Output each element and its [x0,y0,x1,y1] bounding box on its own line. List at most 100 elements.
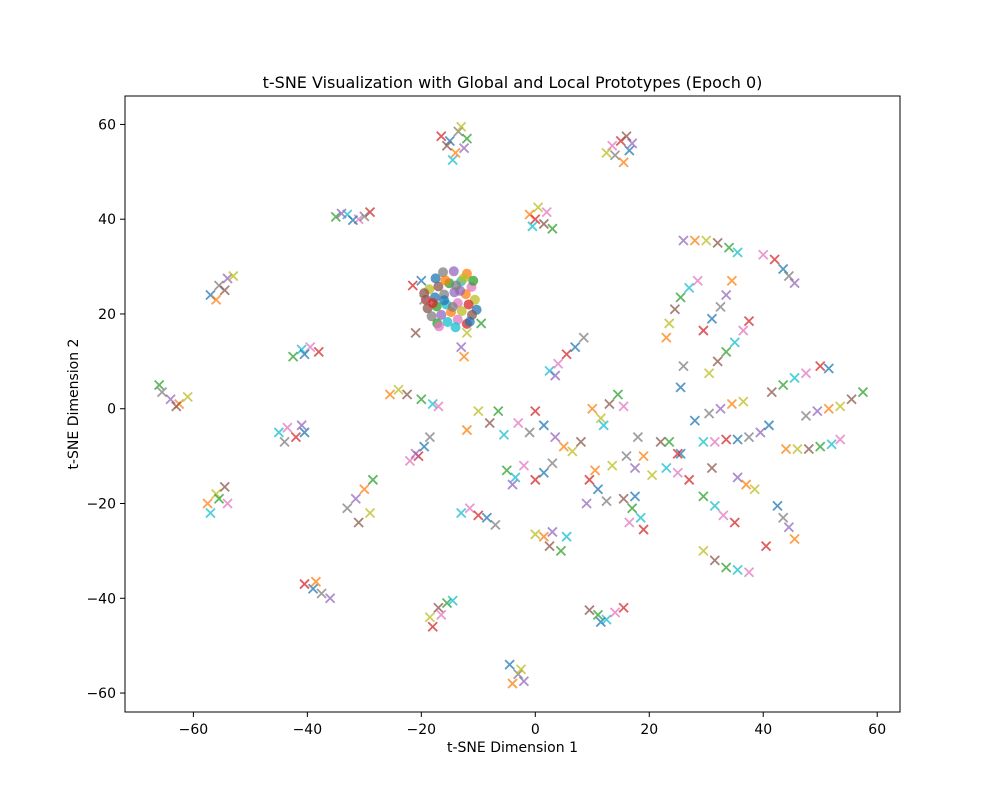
scatter-point-cross [581,498,592,509]
scatter-point-cross [501,465,512,476]
scatter-point-cross [601,496,612,507]
scatter-point-cross [353,517,364,528]
scatter-point-cross [538,420,549,431]
scatter-point-cross [410,448,421,459]
scatter-point-cross [367,474,379,485]
scatter-point-cross [709,555,720,566]
scatter-point-cross [661,332,672,343]
scatter-point-cross [812,405,823,417]
scatter-point-circle [452,314,463,325]
scatter-point-cross [507,678,518,689]
scatter-point-cross [758,249,769,260]
scatter-point-cross [530,405,541,417]
scatter-point-cross [598,420,609,431]
scatter-point-cross [778,263,789,275]
scatter-point-cross [473,510,484,521]
scatter-point-cross [290,432,302,443]
scatter-point-cross [618,401,629,412]
scatter-point-cross [404,455,416,466]
x-tick-label: −60 [179,722,209,738]
scatter-point-cross [783,270,795,282]
scatter-point-cross [709,436,720,448]
scatter-point-cross [384,389,396,400]
scatter-point-cross [538,467,549,478]
scatter-point-cross [447,154,458,166]
scatter-point-cross [638,450,649,462]
scatter-point-circle [456,306,467,317]
scatter-point-circle [464,316,475,327]
scatter-point-cross [627,138,638,149]
scatter-point-cross [447,595,458,606]
scatter-point-cross [635,512,646,523]
scatter-point-cross [461,133,473,144]
scatter-point-cross [299,349,310,360]
scatter-point-cross [618,157,629,168]
scatter-point-cross [729,337,740,348]
scatter-point-cross [347,215,359,226]
scatter-point-cross [629,462,641,474]
scatter-point-cross [587,403,598,414]
scatter-point-circle [442,317,453,327]
scatter-point-cross [393,384,404,395]
scatter-point-cross [726,398,738,410]
scatter-point-cross [544,541,555,552]
scatter-point-cross [601,147,612,158]
scatter-point-cross [738,325,749,336]
scatter-point-cross [211,294,222,305]
scatter-point-cross [518,676,530,687]
scatter-point-cross [675,448,686,459]
scatter-point-circle [434,321,444,332]
scatter-point-cross [316,588,327,599]
scatter-point-cross [524,427,535,438]
scatter-point-cross [325,593,336,604]
scatter-point-cross [156,387,168,398]
scatter-point-cross [364,206,376,218]
scatter-point-cross [530,474,541,485]
x-tick-label: 60 [868,722,886,738]
scatter-point-cross [205,507,216,519]
scatter-point-circle [427,298,438,309]
scatter-point-cross [706,313,718,324]
scatter-point-cross [741,479,752,490]
scatter-point-cross [721,562,732,573]
scatter-point-cross [213,493,225,504]
scatter-point-cross [803,443,814,455]
scatter-point-cross [780,443,792,455]
scatter-point-cross [567,446,578,457]
scatter-point-cross [493,405,504,417]
scatter-point-cross [703,408,715,419]
scatter-point-cross [518,460,530,471]
scatter-point-cross [743,315,755,327]
scatter-point-cross [723,242,735,253]
scatter-point-cross [718,510,729,521]
scatter-point-cross [778,512,789,523]
y-tick-label: 60 [98,117,116,133]
scatter-point-cross [672,467,683,478]
scatter-point-cross [698,436,709,448]
scatter-point-cross [646,469,658,481]
scatter-point-cross [584,474,595,485]
scatter-point-circle [448,266,459,277]
scatter-point-cross [279,436,290,448]
scatter-point-cross [766,387,777,398]
scatter-point-cross [749,484,760,495]
y-tick-label: 20 [98,307,116,323]
scatter-point-circle [458,273,469,284]
scatter-point-circle [438,267,448,278]
scatter-point-cross [441,597,453,609]
scatter-point-cross [533,202,544,213]
scatter-point-cross [527,221,538,232]
y-axis: −60 −40 −20 0 20 40 60 [86,117,125,702]
scatter-point-cross [202,498,213,509]
scatter-point-cross [547,223,558,234]
scatter-point-cross [778,379,789,391]
scatter-point-cross [427,398,438,410]
scatter-point-cross [541,206,552,218]
scatter-point-cross [835,434,846,445]
scatter-point-cross [498,429,510,440]
scatter-point-cross [558,441,569,452]
scatter-point-cross [769,254,780,265]
scatter-point-cross [698,325,709,336]
scatter-point-cross [684,474,695,485]
